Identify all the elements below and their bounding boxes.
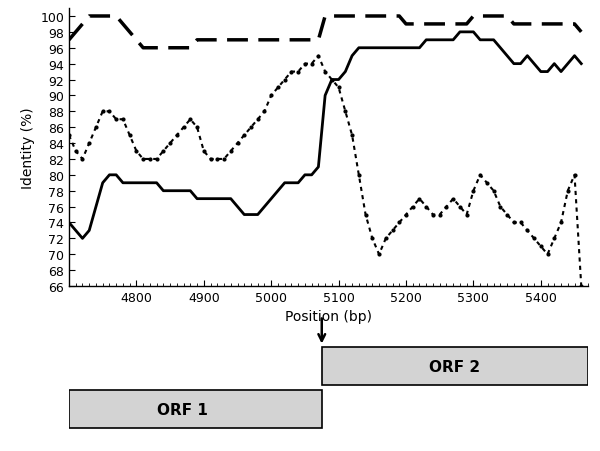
Text: ORF 1: ORF 1 xyxy=(157,402,208,417)
Text: ORF 2: ORF 2 xyxy=(430,359,481,374)
Bar xyxy=(69,390,322,428)
Y-axis label: Identity (%): Identity (%) xyxy=(21,107,35,189)
X-axis label: Position (bp): Position (bp) xyxy=(285,310,372,324)
Bar xyxy=(322,348,588,385)
